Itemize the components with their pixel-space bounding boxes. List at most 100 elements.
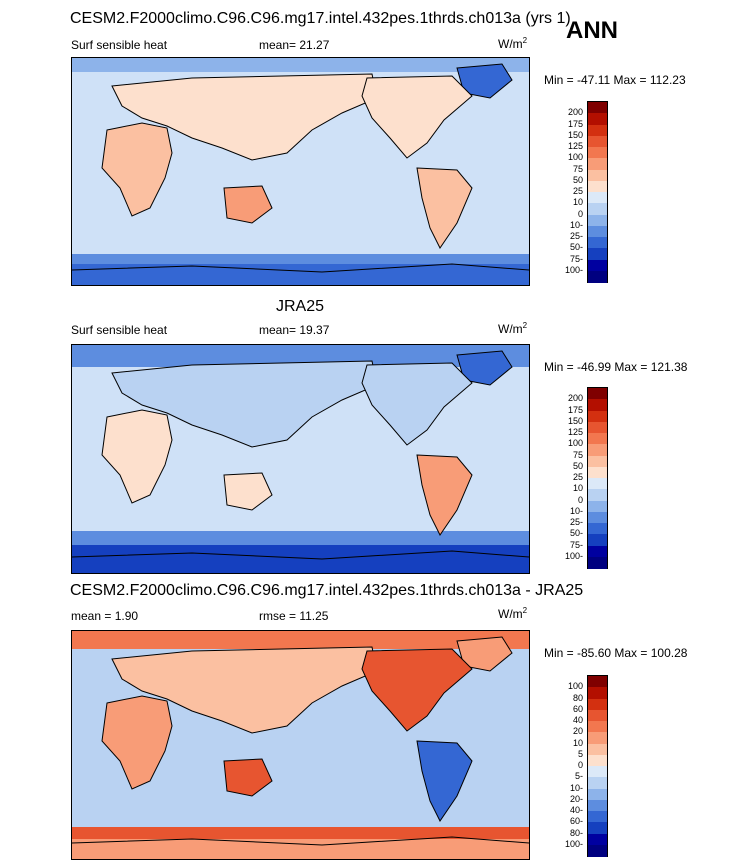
colorbar-segment (588, 743, 607, 756)
colorbar-tick-label: 0 (577, 760, 583, 770)
colorbar-segment (588, 102, 607, 114)
colorbar-tick-label: -10 (569, 782, 583, 793)
panel3-rmse-label: rmse = 11.25 (259, 609, 329, 623)
colorbar-segment (588, 248, 607, 260)
colorbar-segment (588, 698, 607, 711)
panel1-map-svg (72, 58, 529, 285)
colorbar-tick-label: 125 (567, 427, 583, 437)
colorbar-tick-label: 10 (572, 737, 583, 748)
colorbar-tick-label: -75 (569, 253, 583, 264)
colorbar-segment (588, 777, 607, 789)
colorbar-segment (588, 732, 607, 744)
colorbar-segment (588, 511, 607, 524)
colorbar-tick-label: -100 (564, 838, 583, 849)
colorbar-tick-label: -60 (569, 816, 583, 827)
colorbar-tick-label: 150 (567, 415, 583, 426)
colorbar-segment (588, 410, 607, 423)
colorbar-tick-label: -5 (574, 771, 583, 782)
colorbar-tick-label: -40 (569, 805, 583, 815)
colorbar-segment (588, 203, 607, 215)
colorbar-segment (588, 113, 607, 125)
panel3-colorbar (587, 675, 608, 857)
colorbar-segment (588, 455, 607, 468)
colorbar-segment (588, 811, 607, 823)
panel2-variable-label: Surf sensible heat (71, 323, 168, 337)
panel2-minmax: Min = -46.99 Max = 121.38 (544, 360, 688, 374)
colorbar-segment (588, 489, 607, 501)
colorbar-tick-label: 150 (567, 129, 583, 140)
colorbar-tick-label: -25 (569, 517, 583, 527)
colorbar-tick-label: 25 (572, 186, 583, 196)
colorbar-tick-label: 60 (572, 703, 583, 714)
panel2-title: JRA25 (276, 298, 325, 315)
colorbar-tick-label: -50 (569, 528, 583, 539)
colorbar-segment (588, 192, 607, 204)
colorbar-segment (588, 214, 607, 227)
colorbar-tick-label: 50 (572, 460, 583, 471)
panel3-mean-label: mean = 1.90 (71, 609, 139, 623)
colorbar-tick-label: 20 (572, 726, 583, 737)
colorbar-tick-label: -100 (564, 550, 583, 561)
colorbar-segment (588, 556, 607, 569)
panel2-mean-label: mean= 19.37 (259, 323, 330, 337)
colorbar-segment (588, 225, 607, 238)
colorbar-segment (588, 388, 607, 400)
panel1-units: W/m2 (498, 36, 528, 51)
colorbar-segment (588, 237, 607, 249)
colorbar-segment (588, 766, 607, 778)
colorbar-segment (588, 844, 607, 857)
colorbar-tick-label: 125 (567, 141, 583, 151)
panel3-minmax: Min = -85.60 Max = 100.28 (544, 646, 688, 660)
colorbar-segment (588, 466, 607, 479)
colorbar-tick-label: 25 (572, 472, 583, 482)
colorbar-segment (588, 545, 607, 558)
panel1-mean-label: mean= 21.27 (259, 38, 330, 52)
colorbar-tick-label: 5 (577, 748, 583, 759)
colorbar-tick-label: 40 (572, 715, 583, 725)
colorbar-tick-label: 10 (572, 197, 583, 208)
panel3-title: CESM2.F2000climo.C96.C96.mg17.intel.432p… (70, 582, 584, 599)
panel2-map (71, 344, 530, 574)
colorbar-tick-label: -25 (569, 231, 583, 241)
panel2-colorbar (587, 387, 608, 569)
colorbar-segment (588, 676, 607, 688)
colorbar-tick-label: 75 (572, 163, 583, 174)
panel1-variable-label: Surf sensible heat (71, 38, 168, 52)
colorbar-tick-label: 175 (567, 118, 583, 129)
colorbar-tick-label: -100 (564, 264, 583, 275)
colorbar-segment (588, 500, 607, 513)
colorbar-segment (588, 180, 607, 193)
panel1-minmax: Min = -47.11 Max = 112.23 (544, 73, 686, 87)
colorbar-segment (588, 534, 607, 546)
colorbar-tick-label: -10 (569, 505, 583, 516)
panel2-map-svg (72, 345, 529, 573)
colorbar-tick-label: 10 (572, 483, 583, 494)
colorbar-segment (588, 478, 607, 490)
panel1-title: CESM2.F2000climo.C96.C96.mg17.intel.432p… (70, 10, 571, 27)
panel3-map-svg (72, 631, 529, 859)
colorbar-tick-label: 175 (567, 404, 583, 415)
panel2-units: W/m2 (498, 321, 528, 336)
panel1-colorbar (587, 101, 608, 283)
colorbar-segment (588, 147, 607, 159)
colorbar-segment (588, 687, 607, 699)
colorbar-tick-label: -20 (569, 793, 583, 804)
colorbar-segment (588, 399, 607, 411)
colorbar-tick-label: 100 (567, 152, 583, 163)
colorbar-tick-label: 0 (577, 494, 583, 505)
colorbar-tick-label: 200 (567, 393, 583, 404)
panel1-map (71, 57, 530, 286)
colorbar-segment (588, 788, 607, 801)
colorbar-tick-label: 200 (567, 107, 583, 118)
colorbar-tick-label: -80 (569, 827, 583, 838)
colorbar-segment (588, 124, 607, 137)
panel3-map (71, 630, 530, 860)
colorbar-tick-label: -75 (569, 539, 583, 550)
colorbar-segment (588, 259, 607, 272)
colorbar-segment (588, 158, 607, 170)
colorbar-tick-label: -50 (569, 242, 583, 253)
colorbar-tick-label: 0 (577, 208, 583, 219)
colorbar-segment (588, 754, 607, 767)
colorbar-segment (588, 833, 607, 846)
colorbar-tick-label: 100 (567, 681, 583, 692)
